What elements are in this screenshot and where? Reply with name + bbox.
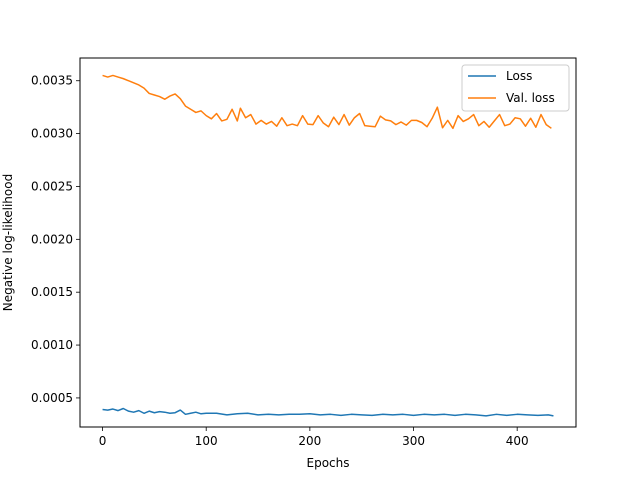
series-line-loss (102, 407, 554, 417)
x-tick-label: 400 (506, 434, 529, 448)
x-axis-label: Epochs (307, 456, 350, 470)
legend: Loss Val. loss (461, 64, 570, 112)
y-tick-label: 0.0010 (31, 338, 73, 352)
legend-label-val-loss: Val. loss (506, 91, 555, 105)
plot-area (80, 58, 576, 427)
x-tick-label: 300 (402, 434, 425, 448)
legend-label-loss: Loss (506, 69, 532, 83)
y-tick-label: 0.0015 (31, 285, 73, 299)
series-line-val-loss (102, 74, 552, 130)
y-tick-label: 0.0005 (31, 391, 73, 405)
x-tick-label: 200 (298, 434, 321, 448)
x-tick-label: 0 (99, 434, 107, 448)
y-tick-label: 0.0020 (31, 232, 73, 246)
series-layer (102, 74, 554, 417)
y-tick-label: 0.0030 (31, 127, 73, 141)
y-tick-label: 0.0035 (31, 74, 73, 88)
y-axis-ticks: 0.0005 0.0010 0.0015 0.0020 0.0025 0.0030 0.00… (31, 74, 80, 405)
x-axis-ticks: 0 100 200 300 400 (99, 427, 529, 448)
y-tick-label: 0.0025 (31, 179, 73, 193)
y-axis-label: Negative log-likelihood (1, 174, 15, 311)
x-tick-label: 100 (195, 434, 218, 448)
plot-frame (79, 57, 577, 428)
